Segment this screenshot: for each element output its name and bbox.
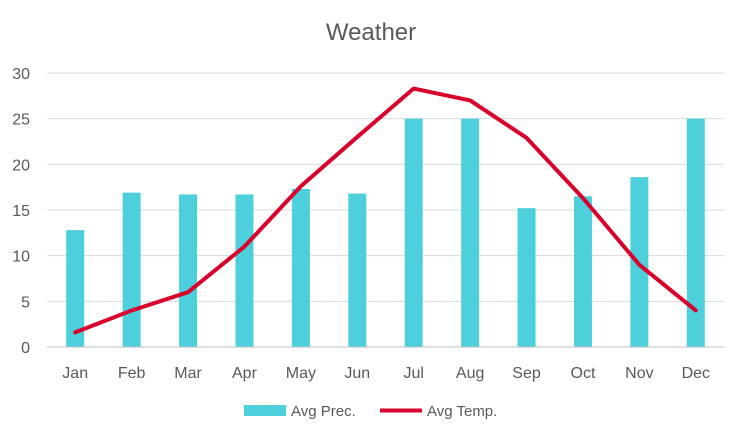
bar-avg-prec (348, 194, 366, 347)
x-tick-label: Jan (62, 365, 88, 382)
bar-avg-prec (235, 194, 253, 347)
y-tick-label: 20 (12, 157, 30, 174)
bar-avg-prec (179, 194, 197, 347)
y-tick-label: 10 (12, 249, 30, 266)
x-tick-label: Aug (456, 365, 484, 382)
x-tick-label: Dec (682, 365, 710, 382)
x-tick-label: Sep (512, 365, 541, 382)
x-tick-label: Jun (344, 365, 370, 382)
bar-avg-prec (123, 193, 141, 347)
x-tick-label: Jul (403, 365, 423, 382)
legend: Avg Prec. Avg Temp. (244, 403, 497, 420)
x-tick-label: Nov (625, 365, 653, 382)
chart-title: Weather (326, 19, 416, 46)
y-axis-tick-labels: 0 5 10 15 20 25 30 (12, 66, 30, 357)
legend-label-avg-temp: Avg Temp. (427, 403, 497, 420)
legend-label-avg-prec: Avg Prec. (291, 403, 356, 420)
bar-avg-prec (292, 189, 310, 347)
x-tick-label: Oct (571, 365, 596, 382)
x-tick-label: Apr (232, 365, 258, 382)
bars (66, 119, 705, 347)
y-tick-label: 30 (12, 66, 30, 83)
x-tick-label: Feb (118, 365, 146, 382)
x-axis-tick-labels: Jan Feb Mar Apr May Jun Jul Aug Sep Oct Nov Dec (62, 365, 710, 382)
y-tick-label: 0 (21, 340, 30, 357)
y-tick-label: 25 (12, 112, 30, 129)
bar-avg-prec (687, 119, 705, 347)
bar-avg-prec (461, 119, 479, 347)
gridlines (47, 73, 724, 301)
x-tick-label: May (286, 365, 316, 382)
y-tick-label: 15 (12, 203, 30, 220)
bar-avg-prec (574, 196, 592, 347)
legend-swatch-avg-prec (244, 405, 286, 416)
y-tick-label: 5 (21, 294, 30, 311)
bar-avg-prec (518, 208, 536, 347)
x-tick-label: Mar (174, 365, 202, 382)
bar-avg-prec (405, 119, 423, 347)
